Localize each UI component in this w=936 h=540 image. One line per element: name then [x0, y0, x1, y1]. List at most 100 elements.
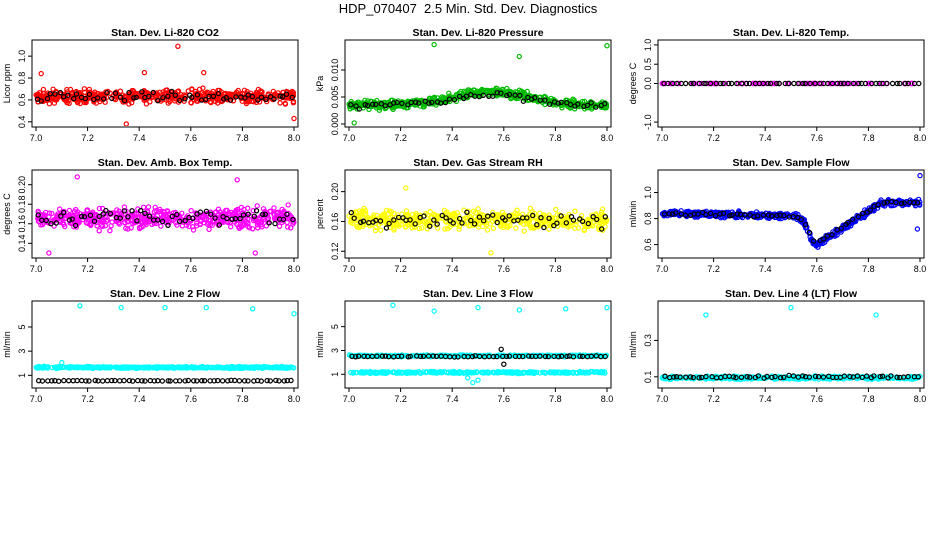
- x-tick-label: 7.8: [862, 394, 875, 404]
- data-point: [167, 93, 174, 99]
- data-point: [424, 369, 430, 375]
- data-point: [277, 364, 283, 370]
- data-point: [159, 218, 166, 225]
- x-tick-label: 7.4: [133, 264, 146, 274]
- data-point: [470, 208, 477, 214]
- data-point: [859, 374, 865, 381]
- data-point: [511, 370, 517, 376]
- data-point: [78, 377, 85, 384]
- data-point: [264, 377, 270, 384]
- data-point: [599, 209, 605, 215]
- data-point-outlier: [873, 312, 879, 318]
- x-tick-label: 7.6: [185, 394, 198, 404]
- data-point: [263, 96, 269, 103]
- data-point: [368, 98, 375, 105]
- data-point: [169, 213, 175, 220]
- data-point: [143, 218, 150, 225]
- points: [659, 172, 923, 250]
- data-point: [598, 211, 605, 218]
- data-point: [91, 218, 98, 224]
- data-point: [46, 213, 52, 220]
- data-point: [157, 95, 164, 101]
- y-tick-label: 0.12: [330, 243, 340, 261]
- data-point: [215, 90, 222, 97]
- data-point: [61, 377, 67, 384]
- data-point: [820, 374, 827, 380]
- data-point: [570, 217, 577, 223]
- data-point: [108, 223, 114, 229]
- data-point-outlier: [604, 304, 610, 311]
- data-point: [524, 215, 530, 221]
- data-point: [493, 216, 499, 223]
- data-point: [83, 378, 89, 384]
- data-point: [800, 373, 806, 379]
- data-point: [682, 212, 689, 218]
- x-tick-label: 7.4: [446, 264, 459, 274]
- data-point: [141, 97, 147, 103]
- y-axis-label: degrees C: [2, 193, 12, 235]
- data-point: [131, 95, 137, 101]
- data-point: [744, 374, 750, 380]
- data-point-outlier: [59, 359, 65, 366]
- data-point: [790, 373, 797, 379]
- data-point: [168, 364, 175, 371]
- data-point: [355, 353, 362, 359]
- data-point: [806, 374, 813, 380]
- data-point: [268, 208, 274, 214]
- y-axis-label: degrees C: [628, 62, 638, 104]
- data-point: [154, 364, 161, 370]
- data-point: [139, 89, 145, 95]
- data-point: [769, 213, 775, 219]
- data-point: [905, 80, 912, 87]
- data-point: [201, 365, 207, 371]
- x-tick-label: 7.4: [759, 133, 772, 143]
- data-point: [237, 215, 243, 222]
- data-point: [263, 223, 269, 229]
- data-point: [64, 99, 71, 106]
- data-point: [155, 97, 161, 104]
- x-tick-label: 7.2: [394, 264, 407, 274]
- data-point: [212, 215, 218, 221]
- data-point: [137, 207, 144, 214]
- data-point: [550, 369, 557, 375]
- data-point-outlier: [175, 43, 181, 50]
- y-axis-label: kPa: [315, 76, 325, 92]
- data-point: [824, 233, 831, 239]
- data-point: [855, 213, 862, 220]
- points: [346, 185, 610, 256]
- data-point: [677, 374, 683, 380]
- data-point: [534, 221, 540, 228]
- y-tick-label: 0.0: [643, 77, 653, 90]
- data-point: [825, 80, 831, 87]
- data-point: [43, 364, 50, 370]
- data-point: [525, 370, 531, 376]
- data-point: [96, 205, 103, 212]
- data-point: [871, 373, 877, 379]
- data-point: [134, 218, 140, 224]
- data-point: [707, 80, 714, 87]
- x-tick-label: 7.2: [707, 133, 720, 143]
- data-point: [73, 91, 80, 97]
- data-point: [403, 224, 409, 230]
- data-point: [177, 97, 183, 104]
- data-point: [413, 99, 419, 105]
- data-point: [277, 93, 283, 99]
- points: [35, 174, 297, 256]
- data-point: [273, 377, 279, 384]
- data-point: [164, 87, 170, 93]
- x-tick-label: 7.8: [236, 133, 249, 143]
- data-point: [455, 354, 461, 360]
- data-point: [241, 221, 247, 227]
- data-point: [70, 95, 77, 102]
- data-point: [678, 80, 685, 87]
- data-point: [565, 214, 571, 220]
- data-point: [860, 210, 866, 217]
- data-point: [600, 219, 607, 225]
- data-point: [203, 216, 210, 222]
- data-point: [65, 92, 71, 98]
- data-point: [504, 92, 510, 99]
- data-point: [471, 221, 478, 227]
- data-point: [850, 80, 857, 87]
- data-point-outlier: [501, 361, 507, 367]
- data-point: [168, 88, 175, 95]
